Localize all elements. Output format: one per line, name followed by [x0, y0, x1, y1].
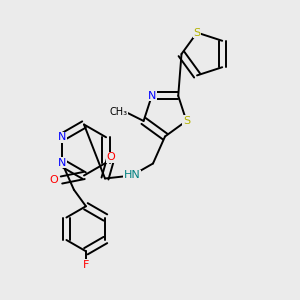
- Text: F: F: [83, 260, 89, 270]
- Text: S: S: [194, 28, 201, 38]
- Text: O: O: [50, 175, 58, 185]
- Text: N: N: [58, 158, 66, 168]
- Text: O: O: [106, 152, 116, 163]
- Text: HN: HN: [124, 170, 140, 181]
- Text: CH₃: CH₃: [109, 107, 127, 117]
- Text: N: N: [58, 132, 66, 142]
- Text: S: S: [183, 116, 190, 126]
- Text: N: N: [148, 91, 156, 101]
